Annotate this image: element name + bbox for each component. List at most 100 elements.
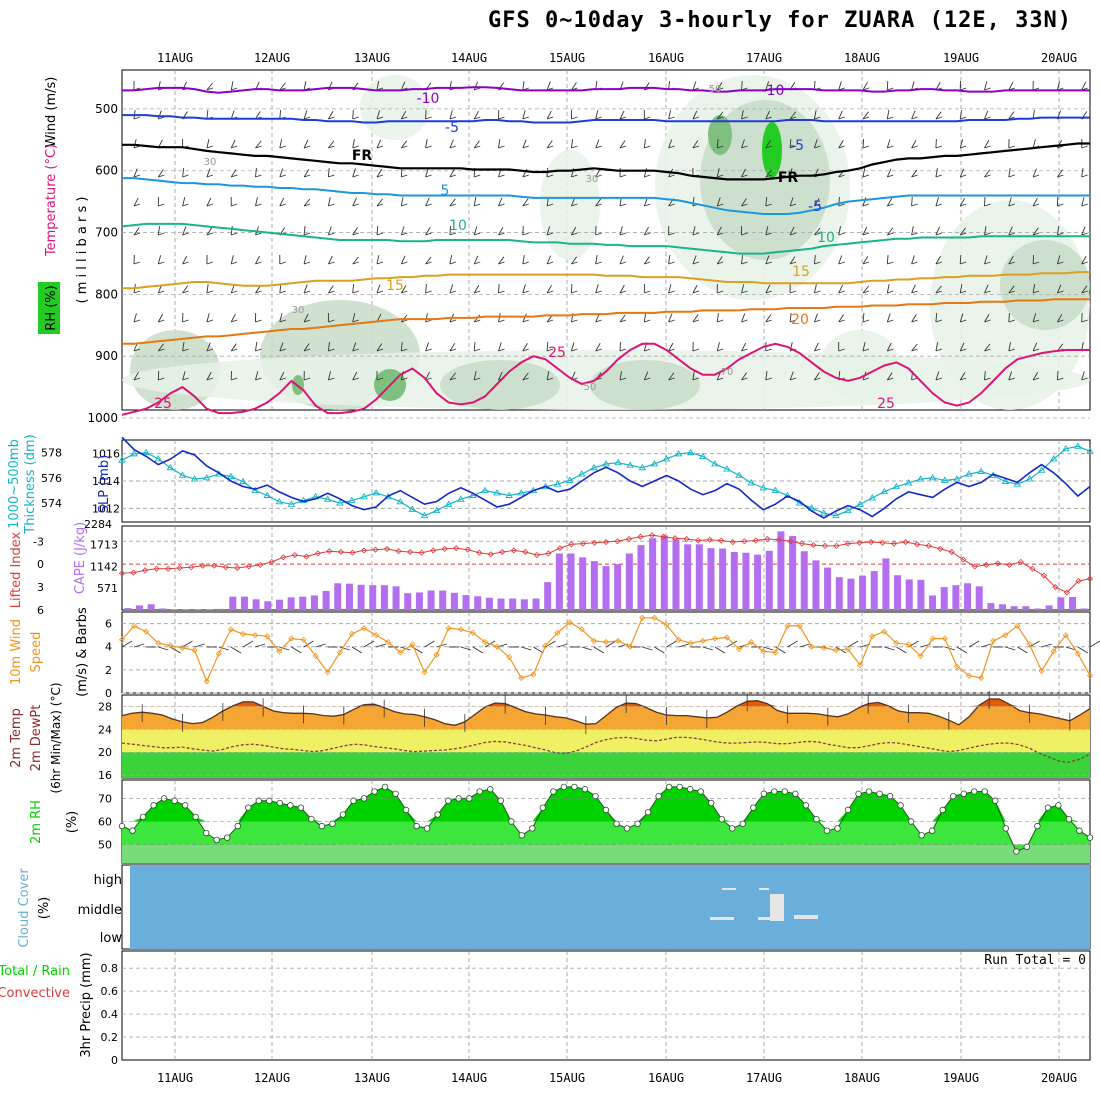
wind-barb [619, 255, 624, 265]
cape-bar [1010, 606, 1018, 610]
cloud-label-1: Cloud Cover [17, 868, 32, 948]
wind10-marker [373, 632, 380, 639]
cloud-fragment [794, 915, 818, 919]
wind-barb [571, 232, 578, 236]
wind-barb [886, 168, 892, 178]
wind-barb [741, 139, 745, 149]
wind-barb [182, 290, 189, 294]
li-marker [729, 538, 736, 546]
rh2m-marker [318, 822, 326, 830]
wind-barb [838, 81, 842, 91]
rh2m-marker [371, 788, 378, 795]
li-marker [1086, 575, 1094, 582]
wind-barb [376, 81, 380, 91]
wind-barb [741, 203, 748, 207]
wind-barb [717, 174, 724, 178]
wind-barb [327, 167, 330, 178]
wind-barb [1032, 168, 1037, 178]
wind-barb [935, 290, 943, 294]
cape-bar [275, 599, 283, 610]
wind10-marker [844, 645, 852, 653]
li-marker [165, 565, 172, 572]
wind10-marker [711, 635, 718, 642]
rh2m-marker [623, 825, 631, 832]
wind10-barb [472, 646, 484, 654]
li-marker [141, 567, 149, 574]
wind-barb [157, 255, 162, 265]
wind-barb [692, 371, 695, 381]
cape-bar [299, 596, 307, 610]
pressure-tick: 600 [95, 164, 118, 178]
wind-barb [1008, 111, 1015, 120]
wind-barb [522, 372, 529, 381]
wind-barb [887, 319, 894, 323]
wind-barb [717, 377, 724, 381]
wind-barb [813, 313, 818, 323]
wind-barb [1056, 226, 1060, 236]
wind-barb [571, 319, 578, 323]
rh2m-marker [245, 804, 252, 811]
wind-barb [984, 110, 989, 120]
wind-barb [473, 140, 480, 149]
wind-barb [643, 226, 649, 236]
li-marker [775, 536, 782, 543]
wind-barb [158, 290, 165, 294]
rh2m-marker [1076, 827, 1083, 834]
wind-barb [765, 377, 772, 381]
temp-label-3: (6hr Min/Max) (°C) [49, 682, 63, 793]
wind10-marker [881, 628, 888, 635]
rh2m-marker [971, 788, 978, 795]
wind-barb [595, 319, 602, 323]
wind10-barb [1017, 646, 1028, 654]
rh2m-marker [529, 825, 536, 832]
wind-barb [935, 232, 943, 236]
wind-barb [886, 227, 894, 236]
wind10-marker [215, 650, 222, 657]
wind-barb [838, 145, 845, 149]
cape-bar [404, 593, 412, 610]
cape-bar [1080, 608, 1088, 610]
wind10-marker [627, 643, 634, 650]
wind-barb [303, 110, 308, 120]
wind-barb [1008, 290, 1015, 294]
wind-barb [279, 290, 286, 294]
wind-barb [886, 198, 893, 207]
wind-barb [182, 197, 186, 207]
wind-barb [400, 226, 405, 236]
wind-barb [474, 174, 481, 178]
wind-barb [546, 226, 551, 236]
wind-barb [182, 261, 189, 265]
wind-barb [862, 116, 870, 120]
contour-label: FR [778, 170, 799, 186]
wind-barb [814, 377, 821, 381]
wind-barb [376, 139, 382, 149]
temp-band-yellow [122, 729, 1090, 753]
wind-barb [960, 290, 967, 294]
date-label-bottom: 14AUG [451, 1071, 487, 1085]
wind-barb [619, 290, 627, 294]
wind-barb [231, 377, 238, 381]
thickness-marker [941, 476, 949, 483]
rh2m-marker [771, 788, 778, 795]
li-marker [649, 532, 656, 539]
wind-barb [328, 290, 335, 294]
wind-barb [838, 284, 844, 294]
li-marker [925, 542, 932, 549]
thickness-marker [142, 448, 150, 456]
thickness-marker [626, 461, 634, 468]
wind10-marker [929, 635, 936, 642]
wind10-barb [956, 646, 968, 654]
li-marker [234, 564, 241, 572]
wind-barb [692, 261, 700, 265]
cloud-fragment [759, 888, 769, 890]
wind-barb [157, 169, 164, 178]
wind10-barb [1077, 646, 1089, 654]
rh2m-marker [992, 797, 999, 804]
thickness-marker [614, 458, 622, 466]
cape-bar [544, 582, 552, 610]
wind10-barb [496, 643, 508, 648]
date-label-bottom: 16AUG [648, 1071, 684, 1085]
wind-barb [717, 203, 724, 207]
wind-barb [498, 174, 505, 178]
wind-barb [157, 313, 164, 323]
